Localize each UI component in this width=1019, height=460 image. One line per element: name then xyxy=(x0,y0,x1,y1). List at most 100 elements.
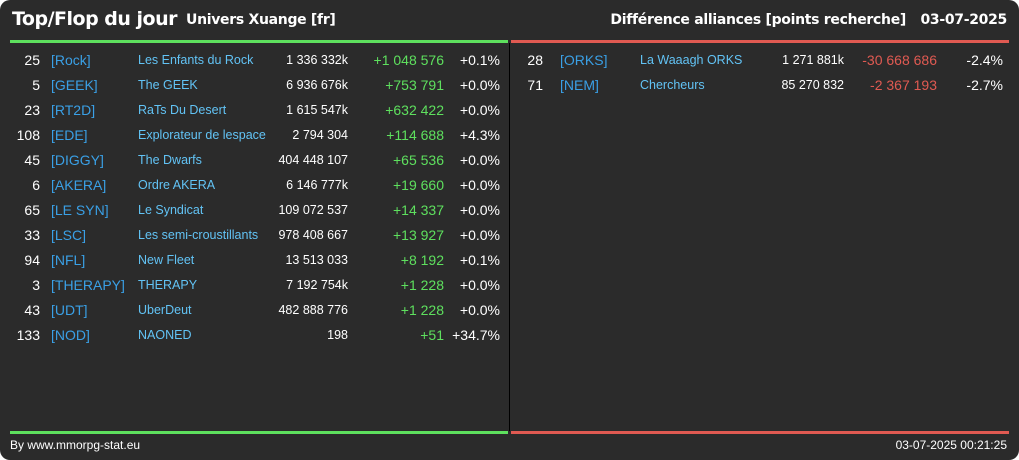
alliance-diff: +1 228 xyxy=(400,302,444,318)
alliance-name-link[interactable]: New Fleet xyxy=(138,253,195,267)
alliance-score: 109 072 537 xyxy=(278,203,348,217)
alliance-row: 23 [RT2D] RaTs Du Desert 1 615 547k +632 422… xyxy=(10,98,508,123)
alliance-rank: 133 xyxy=(16,327,40,343)
alliance-rank: 94 xyxy=(24,252,40,268)
alliance-name-link[interactable]: THERAPY xyxy=(138,278,198,292)
alliance-rank: 25 xyxy=(24,52,40,68)
alliance-percent: +0.1% xyxy=(459,52,500,68)
alliance-score: 6 146 777k xyxy=(286,178,348,192)
alliance-rank: 5 xyxy=(32,77,40,93)
alliance-name-link[interactable]: The Dwarfs xyxy=(138,153,202,167)
alliance-diff: -30 668 686 xyxy=(862,52,937,68)
alliance-tag-link[interactable]: [Rock] xyxy=(51,52,91,68)
alliance-percent: +0.0% xyxy=(459,102,500,118)
alliance-tag-link[interactable]: [THERAPY] xyxy=(51,277,125,293)
alliance-diff: +19 660 xyxy=(393,177,444,193)
alliance-percent: +0.0% xyxy=(459,277,500,293)
alliance-tag-link[interactable]: [DIGGY] xyxy=(51,152,104,168)
alliance-name-link[interactable]: Le Syndicat xyxy=(138,203,204,217)
alliance-score: 1 336 332k xyxy=(286,53,348,67)
alliance-percent: +0.0% xyxy=(459,152,500,168)
alliance-name-link[interactable]: RaTs Du Desert xyxy=(138,103,227,117)
alliance-tag-link[interactable]: [NFL] xyxy=(51,252,86,268)
alliance-percent: +4.3% xyxy=(459,127,500,143)
alliance-diff: +632 422 xyxy=(385,102,444,118)
alliance-row: 45 [DIGGY] The Dwarfs 404 448 107 +65 536 +0.… xyxy=(10,148,508,173)
alliance-diff: +1 048 576 xyxy=(373,52,444,68)
alliance-rank: 45 xyxy=(24,152,40,168)
alliance-name-link[interactable]: Les Enfants du Rock xyxy=(138,53,254,67)
alliance-percent: -2.7% xyxy=(966,77,1003,93)
alliance-name-link[interactable]: La Waaagh ORKS xyxy=(640,53,743,67)
alliance-score: 198 xyxy=(327,328,348,342)
alliance-diff: +65 536 xyxy=(393,152,444,168)
alliance-row: 108 [EDE] Explorateur de lespace 2 794 304 +… xyxy=(10,123,508,148)
header: Top/Flop du jour Univers Xuange [fr] Dif… xyxy=(0,0,1019,38)
universe-label: Univers Xuange [fr] xyxy=(186,12,336,28)
alliance-score: 404 448 107 xyxy=(278,153,348,167)
alliance-row: 5 [GEEK] The GEEK 6 936 676k +753 791 +0.0% xyxy=(10,73,508,98)
alliance-name-link[interactable]: Chercheurs xyxy=(640,78,705,92)
alliance-percent: -2.4% xyxy=(966,52,1003,68)
alliance-rank: 3 xyxy=(32,277,40,293)
alliance-name-link[interactable]: Explorateur de lespace xyxy=(138,128,266,142)
alliance-rank: 23 xyxy=(24,102,40,118)
alliance-score: 1 271 881k xyxy=(782,53,844,67)
alliance-percent: +0.0% xyxy=(459,227,500,243)
top-panel-bottom-bar xyxy=(10,431,508,434)
alliance-diff: -2 367 193 xyxy=(870,77,937,93)
alliance-row: 133 [NOD] NAONED 198 +51 +34.7% xyxy=(10,323,508,348)
alliance-rank: 65 xyxy=(24,202,40,218)
alliance-score: 13 513 033 xyxy=(285,253,348,267)
alliance-row: 71 [NEM] Chercheurs 85 270 832 -2 367 193 -2.… xyxy=(511,73,1009,98)
alliance-tag-link[interactable]: [LSC] xyxy=(51,227,87,243)
alliance-row: 28 [ORKS] La Waaagh ORKS 1 271 881k -30 668 … xyxy=(511,48,1009,73)
alliance-name-link[interactable]: NAONED xyxy=(138,328,192,342)
alliance-name-link[interactable]: UberDeut xyxy=(138,303,192,317)
alliance-score: 7 192 754k xyxy=(286,278,348,292)
top-panel: 25 [Rock] Les Enfants du Rock 1 336 332k +1 … xyxy=(10,40,508,434)
flop-panel-top-bar xyxy=(511,40,1009,43)
alliance-tag-link[interactable]: [NEM] xyxy=(560,77,599,93)
report-date: 03-07-2025 xyxy=(920,12,1007,28)
flop-panel-bottom-bar xyxy=(511,431,1009,434)
alliance-tag-link[interactable]: [AKERA] xyxy=(51,177,107,193)
alliance-name-link[interactable]: The GEEK xyxy=(138,78,198,92)
alliance-row: 94 [NFL] New Fleet 13 513 033 +8 192 +0.1% xyxy=(10,248,508,273)
flop-panel: 28 [ORKS] La Waaagh ORKS 1 271 881k -30 668 … xyxy=(511,40,1009,434)
alliance-score: 1 615 547k xyxy=(286,103,348,117)
alliance-rank: 71 xyxy=(527,77,543,93)
alliance-name-link[interactable]: Ordre AKERA xyxy=(138,178,216,192)
alliance-rank: 108 xyxy=(16,127,40,143)
alliance-diff: +8 192 xyxy=(400,252,444,268)
page-title: Top/Flop du jour xyxy=(12,8,178,30)
panel-divider xyxy=(509,43,510,431)
alliance-percent: +0.1% xyxy=(459,252,500,268)
flop-list: 28 [ORKS] La Waaagh ORKS 1 271 881k -30 668 … xyxy=(511,48,1009,98)
alliance-tag-link[interactable]: [NOD] xyxy=(51,327,90,343)
alliance-diff: +114 688 xyxy=(386,127,444,143)
alliance-diff: +51 xyxy=(420,327,444,343)
alliance-rank: 6 xyxy=(32,177,40,193)
alliance-tag-link[interactable]: [LE SYN] xyxy=(51,202,109,218)
alliance-score: 2 794 304 xyxy=(292,128,348,142)
alliance-tag-link[interactable]: [EDE] xyxy=(51,127,88,143)
alliance-percent: +0.0% xyxy=(459,77,500,93)
alliance-diff: +1 228 xyxy=(400,277,444,293)
alliance-percent: +0.0% xyxy=(459,177,500,193)
alliance-score: 482 888 776 xyxy=(278,303,348,317)
alliance-percent: +34.7% xyxy=(452,327,500,343)
alliance-row: 6 [AKERA] Ordre AKERA 6 146 777k +19 660 +0.0… xyxy=(10,173,508,198)
alliance-tag-link[interactable]: [GEEK] xyxy=(51,77,98,93)
alliance-tag-link[interactable]: [ORKS] xyxy=(560,52,608,68)
alliance-tag-link[interactable]: [RT2D] xyxy=(51,102,96,118)
generated-timestamp: 03-07-2025 00:21:25 xyxy=(895,438,1007,452)
alliance-name-link[interactable]: Les semi-croustillants xyxy=(138,228,259,242)
alliance-rank: 33 xyxy=(24,227,40,243)
alliance-tag-link[interactable]: [UDT] xyxy=(51,302,88,318)
alliance-row: 3 [THERAPY] THERAPY 7 192 754k +1 228 +0.0% xyxy=(10,273,508,298)
alliance-rank: 28 xyxy=(527,52,543,68)
source-credit: By www.mmorpg-stat.eu xyxy=(10,438,141,452)
alliance-percent: +0.0% xyxy=(459,202,500,218)
